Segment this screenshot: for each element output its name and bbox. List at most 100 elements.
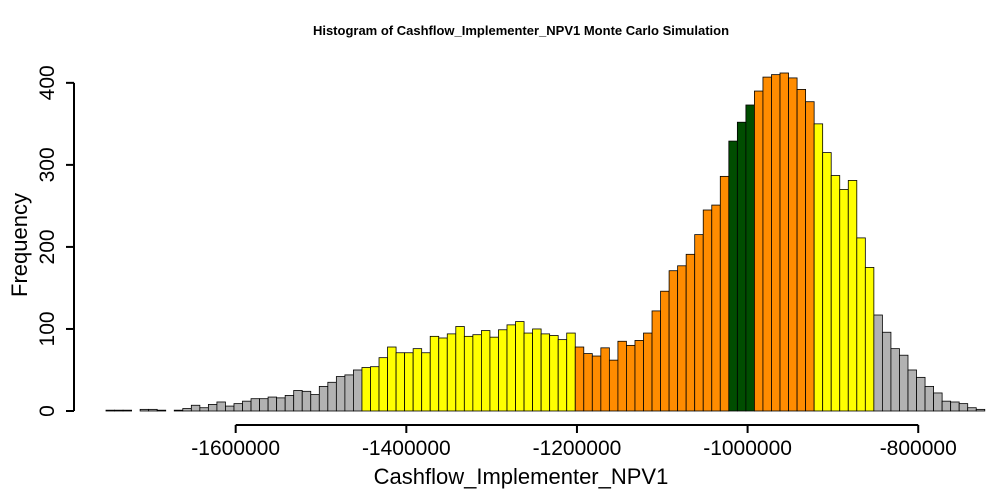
histogram-bar xyxy=(813,123,824,412)
histogram-bar xyxy=(353,369,363,412)
y-tick-label: 300 xyxy=(36,147,59,182)
x-tick-label: -800000 xyxy=(880,437,957,460)
histogram-bar xyxy=(856,237,866,412)
histogram-bar xyxy=(523,332,533,412)
histogram-bar xyxy=(958,403,969,412)
histogram-bar xyxy=(404,352,414,412)
histogram-bar xyxy=(574,346,585,412)
histogram-bar xyxy=(736,121,747,412)
x-tick-label: -1600000 xyxy=(191,437,280,460)
histogram-bar xyxy=(225,405,235,412)
histogram-bar xyxy=(489,336,499,412)
histogram-bar xyxy=(293,390,303,412)
histogram-bar xyxy=(728,140,738,412)
histogram-bar xyxy=(626,344,636,412)
histogram-bar xyxy=(754,90,764,412)
histogram-bar xyxy=(583,353,593,412)
histogram-bar xyxy=(370,366,380,412)
histogram-bar xyxy=(890,348,900,412)
histogram-bar xyxy=(651,310,661,412)
histogram-bar xyxy=(975,408,986,412)
histogram-bar xyxy=(788,77,798,412)
histogram-bar xyxy=(941,400,952,412)
x-tick-label: -1000000 xyxy=(703,437,792,460)
chart-title: Histogram of Cashflow_Implementer_NPV1 M… xyxy=(313,23,729,38)
histogram-bar xyxy=(327,381,337,412)
histogram-bar xyxy=(472,334,482,412)
histogram-bar xyxy=(250,398,260,412)
histogram-bar xyxy=(395,352,406,412)
y-tick-label: 200 xyxy=(36,229,59,264)
histogram-bar xyxy=(822,152,832,412)
histogram-bar xyxy=(480,330,491,412)
histogram-bar xyxy=(916,376,926,412)
histogram-bar xyxy=(173,409,184,412)
histogram-bar xyxy=(745,104,755,412)
histogram-bar xyxy=(344,374,354,412)
x-axis-label: Cashflow_Implementer_NPV1 xyxy=(374,464,669,489)
histogram-bar xyxy=(301,390,312,412)
histogram-bar xyxy=(387,346,397,412)
histogram-bar xyxy=(600,347,610,412)
histogram-bar xyxy=(711,204,721,412)
histogram-bar xyxy=(148,408,158,412)
y-tick-label: 0 xyxy=(36,405,59,417)
histogram-bar xyxy=(702,209,713,412)
histogram-bar xyxy=(864,267,875,412)
histogram-bar xyxy=(694,234,704,412)
histogram-bar xyxy=(719,175,730,412)
histogram-bar xyxy=(114,409,124,412)
x-tick-label: -1200000 xyxy=(533,437,622,460)
histogram-bar xyxy=(924,385,934,412)
histogram-bar xyxy=(242,400,252,412)
histogram-bar xyxy=(540,333,551,412)
histogram-bar xyxy=(139,408,150,412)
histogram-bar xyxy=(967,407,977,412)
histogram-bar xyxy=(677,265,687,412)
histogram-bar xyxy=(762,76,772,412)
x-tick-label: -1400000 xyxy=(362,437,451,460)
histogram-bar xyxy=(549,335,559,412)
histogram-bar xyxy=(617,340,627,412)
histogram-bar xyxy=(429,335,440,412)
histogram-bar xyxy=(660,290,670,412)
histogram-bar xyxy=(190,404,201,412)
histogram-bar xyxy=(335,376,346,412)
histogram-bar xyxy=(105,409,115,412)
histogram-bar xyxy=(216,401,226,412)
histogram-bar xyxy=(446,333,457,412)
histogram-bar xyxy=(233,403,243,412)
histogram-bar xyxy=(361,367,371,412)
histogram-bar xyxy=(839,189,849,412)
histogram-bar xyxy=(199,407,209,412)
histogram-bar xyxy=(412,348,423,412)
histogram-bar xyxy=(796,89,807,412)
histogram-bar xyxy=(259,398,269,412)
histogram-bar xyxy=(498,329,508,412)
histogram-bar xyxy=(182,408,192,412)
histogram-bar xyxy=(284,395,295,412)
histogram-bar xyxy=(276,397,286,412)
histogram-bar xyxy=(267,396,278,412)
histogram-bar xyxy=(122,409,132,412)
histogram-bar xyxy=(771,74,781,412)
histogram-bar xyxy=(899,354,909,412)
histogram-bar xyxy=(882,331,892,412)
histogram-bar xyxy=(873,314,883,412)
histogram-bar xyxy=(207,404,218,412)
histogram-bar xyxy=(438,337,448,412)
histogram-bar xyxy=(907,369,917,412)
histogram-bar xyxy=(685,253,696,412)
histogram-bar xyxy=(557,339,568,412)
histogram-bar xyxy=(668,270,679,412)
histogram-bar xyxy=(463,335,474,412)
histogram-bar xyxy=(318,385,329,412)
histogram-bar xyxy=(506,324,516,412)
histogram-bar xyxy=(532,328,542,412)
histogram-bar xyxy=(933,392,943,412)
histogram-bar xyxy=(830,175,841,412)
y-axis-label: Frequency xyxy=(7,193,32,297)
histogram-bar xyxy=(310,394,320,412)
histogram-bar xyxy=(378,357,388,412)
